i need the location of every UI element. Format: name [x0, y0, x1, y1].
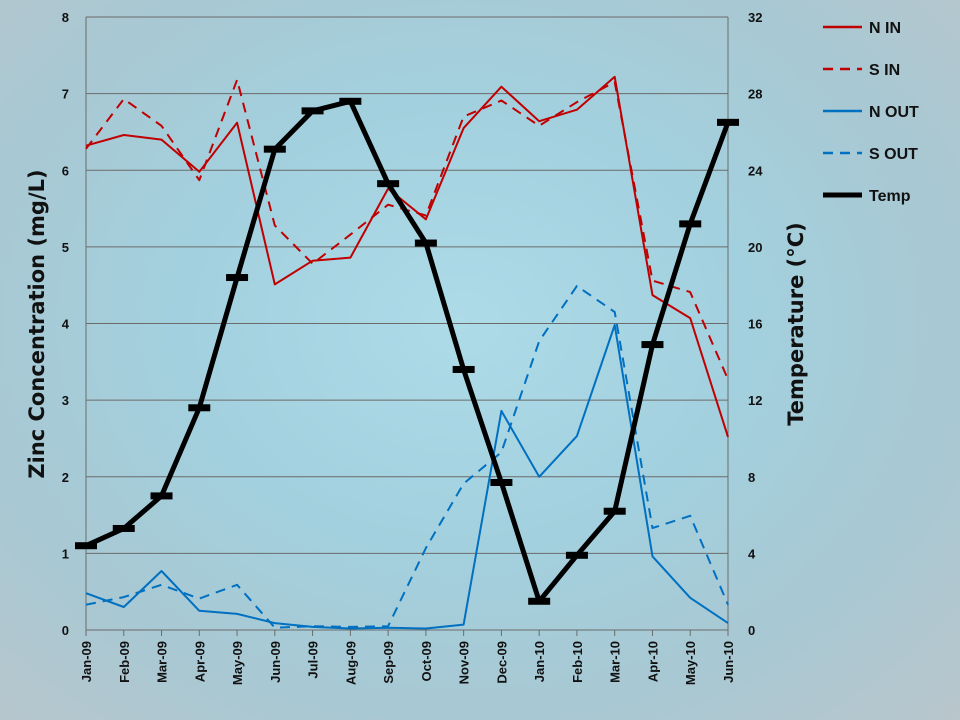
y-axis-right-ticks: 0 4 8 12 16 20 24 28 32	[748, 10, 763, 638]
x-tick-label: Mar-10	[608, 641, 623, 683]
x-tick-label: Jan-09	[79, 641, 94, 682]
legend-label-n-out: N OUT	[869, 104, 919, 121]
x-tick-label: Sep-09	[381, 641, 396, 684]
y-tick-label-right: 32	[748, 10, 762, 25]
series-line-temp	[84, 98, 731, 604]
data-point-temp	[339, 97, 362, 105]
x-tick-label: Mar-09	[155, 641, 170, 683]
x-tick-label: Jun-09	[268, 641, 283, 683]
data-point-temp	[717, 118, 739, 126]
data-point-temp	[188, 404, 211, 412]
data-point-temp	[641, 341, 664, 349]
x-tick-label: Feb-10	[570, 641, 585, 683]
y-tick-label-right: 28	[748, 87, 762, 102]
x-tick-label: Apr-09	[192, 641, 207, 682]
y-tick-label-left: 8	[62, 10, 69, 25]
x-tick-label: Jan-10	[532, 641, 547, 682]
x-tick-label: Jun-10	[721, 641, 736, 683]
x-tick-label: Nov-09	[457, 641, 472, 684]
y-tick-label-left: 5	[62, 240, 69, 255]
series-line-s-in	[85, 78, 729, 380]
y-tick-label-right: 8	[748, 470, 755, 485]
series-line-s-out	[85, 285, 729, 629]
series-line-n-in	[85, 75, 729, 438]
legend-label-s-in: S IN	[869, 62, 900, 79]
y-axis-right-title: Temperature (°C)	[784, 222, 808, 425]
x-tick-label: Apr-10	[645, 641, 660, 682]
data-point-temp	[679, 220, 702, 228]
y-tick-label-right: 20	[748, 240, 762, 255]
y-tick-label-right: 24	[748, 163, 763, 178]
y-tick-label-right: 16	[748, 317, 762, 332]
x-tick-label: Jul-09	[306, 641, 321, 679]
data-point-temp	[490, 478, 513, 486]
x-tick-label: Oct-09	[419, 641, 434, 681]
y-tick-label-left: 7	[62, 87, 69, 102]
y-tick-label-left: 2	[62, 470, 69, 485]
data-point-temp	[112, 524, 135, 532]
legend-label-s-out: S OUT	[869, 146, 918, 163]
series-layer	[75, 75, 739, 630]
x-tick-label: May-09	[230, 641, 245, 685]
x-tick-label: May-10	[683, 641, 698, 685]
data-point-temp	[452, 365, 475, 373]
legend: N IN S IN N OUT S OUT Temp	[823, 20, 919, 205]
x-tick-label: Feb-09	[117, 641, 132, 683]
data-point-temp	[301, 107, 324, 115]
y-tick-label-right: 4	[748, 546, 756, 561]
y-tick-label-right: 12	[748, 393, 762, 408]
x-tick-label: Dec-09	[494, 641, 509, 684]
series-line-n-out	[85, 324, 729, 630]
y-tick-label-left: 0	[62, 623, 69, 638]
legend-label-n-in: N IN	[869, 20, 901, 37]
data-point-temp	[226, 274, 249, 282]
y-tick-label-left: 1	[62, 546, 69, 561]
data-point-temp	[528, 597, 551, 605]
y-tick-label-left: 3	[62, 393, 69, 408]
x-axis-ticks: Jan-09 Feb-09 Mar-09 Apr-09 May-09 Jun-09 Jul-…	[79, 630, 736, 685]
data-point-temp	[603, 507, 626, 515]
data-point-temp	[150, 492, 173, 500]
data-point-temp	[263, 145, 286, 153]
data-point-temp	[75, 542, 97, 550]
data-point-temp	[565, 551, 588, 559]
y-axis-left-title: Zinc Concentration (mg/L)	[25, 169, 49, 478]
gridlines	[86, 16, 728, 554]
data-point-temp	[377, 180, 400, 188]
data-point-temp	[414, 239, 437, 247]
y-tick-label-right: 0	[748, 623, 755, 638]
y-tick-label-left: 6	[62, 163, 69, 178]
y-axis-left-ticks: 0 1 2 3 4 5 6 7 8	[62, 10, 70, 638]
x-tick-label: Aug-09	[343, 641, 358, 685]
y-tick-label-left: 4	[62, 317, 70, 332]
legend-label-temp: Temp	[869, 188, 911, 205]
